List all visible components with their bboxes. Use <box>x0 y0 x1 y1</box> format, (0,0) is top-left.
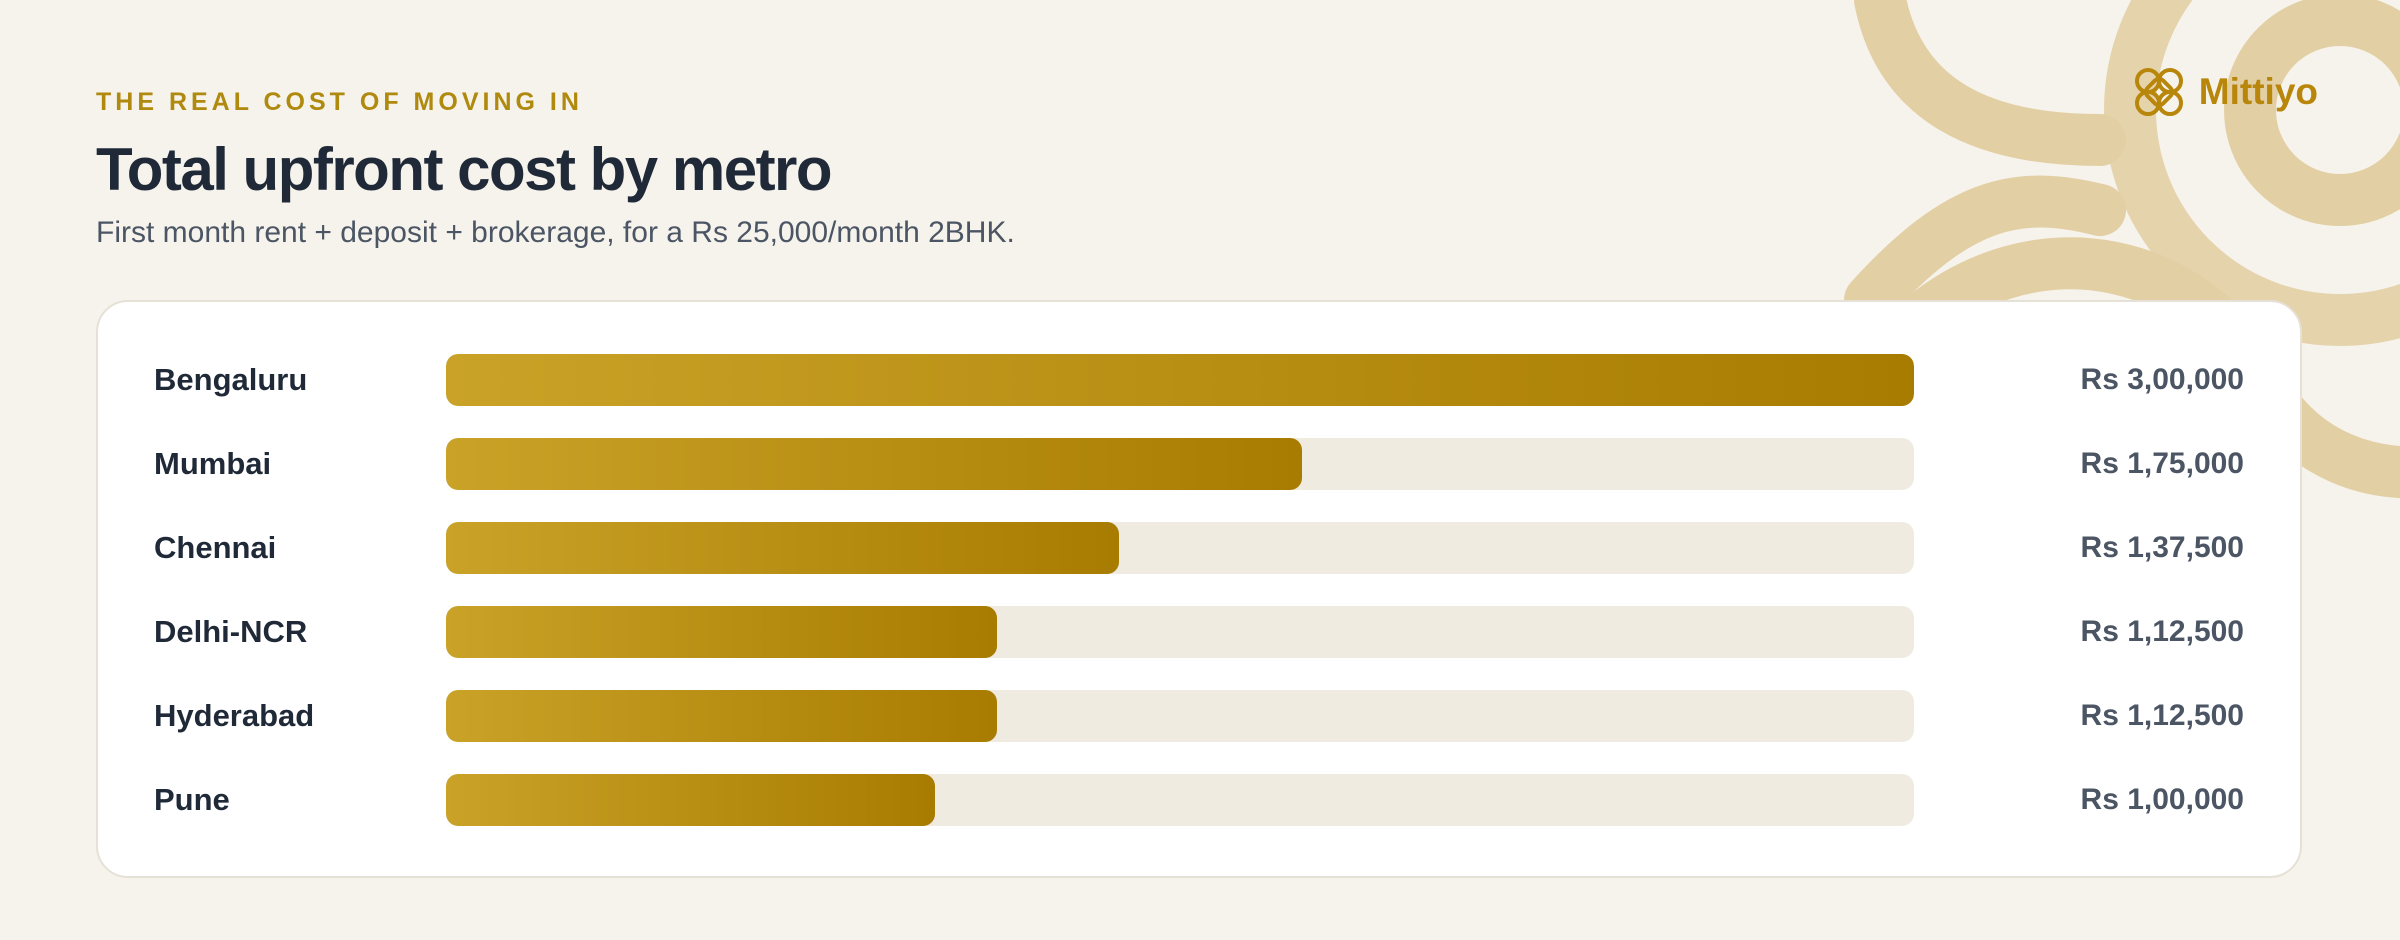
bar-row: Hyderabad Rs 1,12,500 <box>98 690 2300 742</box>
bar-track <box>446 354 1914 406</box>
bar-track <box>446 438 1914 490</box>
eyebrow: THE REAL COST OF MOVING IN <box>96 88 583 116</box>
brand-logo: Mittiyo <box>2131 64 2318 120</box>
bar-row: Pune Rs 1,00,000 <box>98 774 2300 826</box>
value-label: Rs 1,75,000 <box>2080 447 2244 480</box>
bar-row: Chennai Rs 1,37,500 <box>98 522 2300 574</box>
bar <box>446 774 936 826</box>
category-label: Mumbai <box>154 446 272 481</box>
chart-title: Total upfront cost by metro <box>96 136 833 203</box>
bar-track <box>446 690 1914 742</box>
value-label: Rs 1,37,500 <box>2080 531 2244 564</box>
brand-name: Mittiyo <box>2198 71 2318 112</box>
bar-row: Delhi-NCR Rs 1,12,500 <box>98 606 2300 658</box>
value-label: Rs 1,12,500 <box>2080 699 2244 732</box>
bar-row: Mumbai Rs 1,75,000 <box>98 438 2300 490</box>
bar-row: Bengaluru Rs 3,00,000 <box>98 354 2300 406</box>
category-label: Chennai <box>154 530 277 565</box>
value-label: Rs 3,00,000 <box>2080 363 2244 396</box>
value-label: Rs 1,00,000 <box>2080 783 2244 816</box>
value-label: Rs 1,12,500 <box>2080 615 2244 648</box>
category-label: Hyderabad <box>154 698 315 733</box>
bar <box>446 690 997 742</box>
bar-track <box>446 774 1914 826</box>
bar <box>446 438 1303 490</box>
bar <box>446 522 1119 574</box>
category-label: Pune <box>154 782 230 817</box>
bar <box>446 354 1914 406</box>
bar-track <box>446 606 1914 658</box>
header: THE REAL COST OF MOVING IN Total upfront… <box>96 88 1015 250</box>
bar-track <box>446 522 1914 574</box>
category-label: Delhi-NCR <box>154 614 308 649</box>
chart-card: Bengaluru Rs 3,00,000 Mumbai Rs 1,75,000 Che… <box>96 300 2302 878</box>
knot-logo-icon <box>2134 68 2183 116</box>
chart-subtitle: First month rent + deposit + brokerage, … <box>96 216 1015 249</box>
category-label: Bengaluru <box>154 362 308 397</box>
bar <box>446 606 997 658</box>
